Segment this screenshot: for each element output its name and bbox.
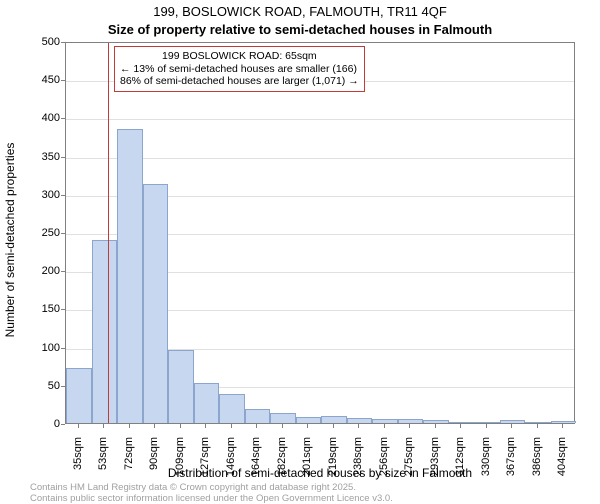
y-tick-mark (61, 271, 65, 272)
histogram-bar (117, 129, 143, 423)
grid-line (66, 119, 574, 120)
histogram-bar (347, 418, 373, 423)
histogram-bar (143, 184, 169, 423)
x-tick-label: 127sqm (199, 437, 211, 487)
x-tick-label: 293sqm (429, 437, 441, 487)
annotation-box: 199 BOSLOWICK ROAD: 65sqm ← 13% of semi-… (114, 46, 365, 92)
y-tick-label: 500 (10, 36, 60, 48)
y-tick-mark (61, 424, 65, 425)
y-tick-mark (61, 157, 65, 158)
histogram-bar (398, 419, 424, 423)
x-tick-mark (256, 424, 257, 428)
x-axis-label: Distribution of semi-detached houses by … (65, 466, 575, 480)
y-tick-mark (61, 386, 65, 387)
y-tick-label: 200 (10, 265, 60, 277)
x-tick-label: 164sqm (250, 437, 262, 487)
property-size-histogram: 199, BOSLOWICK ROAD, FALMOUTH, TR11 4QF … (0, 0, 600, 500)
x-tick-mark (358, 424, 359, 428)
x-tick-label: 35sqm (72, 437, 84, 487)
annotation-line3: 86% of semi-detached houses are larger (… (120, 75, 359, 88)
histogram-bar (321, 416, 347, 423)
histogram-bar (500, 420, 526, 423)
x-tick-mark (180, 424, 181, 428)
y-tick-label: 350 (10, 151, 60, 163)
x-tick-mark (282, 424, 283, 428)
x-tick-label: 256sqm (378, 437, 390, 487)
y-tick-label: 50 (10, 380, 60, 392)
histogram-bar (219, 394, 245, 423)
plot-area: 199 BOSLOWICK ROAD: 65sqm ← 13% of semi-… (65, 42, 575, 424)
histogram-bar (449, 422, 475, 423)
x-tick-mark (307, 424, 308, 428)
y-tick-mark (61, 118, 65, 119)
histogram-bar (168, 350, 194, 423)
x-tick-mark (333, 424, 334, 428)
y-tick-mark (61, 195, 65, 196)
x-tick-mark (537, 424, 538, 428)
histogram-bar (194, 383, 220, 423)
histogram-bar (474, 422, 500, 423)
x-tick-label: 330sqm (480, 437, 492, 487)
x-tick-mark (384, 424, 385, 428)
footer-copyright-2: Contains public sector information licen… (30, 493, 393, 504)
y-tick-label: 300 (10, 189, 60, 201)
y-tick-label: 0 (10, 418, 60, 430)
x-tick-label: 386sqm (531, 437, 543, 487)
histogram-bar (525, 422, 551, 423)
x-tick-mark (154, 424, 155, 428)
histogram-bar (551, 421, 577, 423)
y-tick-label: 400 (10, 112, 60, 124)
x-tick-mark (486, 424, 487, 428)
x-tick-label: 53sqm (97, 437, 109, 487)
x-tick-mark (231, 424, 232, 428)
x-tick-label: 219sqm (327, 437, 339, 487)
annotation-line1: 199 BOSLOWICK ROAD: 65sqm (120, 50, 359, 63)
x-tick-mark (435, 424, 436, 428)
x-tick-label: 404sqm (556, 437, 568, 487)
histogram-bar (92, 240, 118, 423)
x-tick-label: 146sqm (225, 437, 237, 487)
x-tick-mark (78, 424, 79, 428)
histogram-bar (270, 413, 296, 423)
y-tick-label: 250 (10, 227, 60, 239)
y-tick-mark (61, 348, 65, 349)
y-tick-mark (61, 42, 65, 43)
x-tick-label: 90sqm (148, 437, 160, 487)
y-tick-mark (61, 80, 65, 81)
chart-title-sub: Size of property relative to semi-detach… (0, 22, 600, 37)
x-tick-label: 238sqm (352, 437, 364, 487)
x-tick-mark (409, 424, 410, 428)
x-tick-label: 109sqm (174, 437, 186, 487)
x-tick-label: 275sqm (403, 437, 415, 487)
x-tick-mark (511, 424, 512, 428)
x-tick-mark (129, 424, 130, 428)
annotation-line2: ← 13% of semi-detached houses are smalle… (120, 63, 359, 76)
histogram-bar (245, 409, 271, 423)
x-tick-mark (460, 424, 461, 428)
histogram-bar (423, 420, 449, 423)
y-tick-label: 450 (10, 74, 60, 86)
x-tick-label: 72sqm (123, 437, 135, 487)
y-tick-label: 100 (10, 342, 60, 354)
x-tick-label: 367sqm (505, 437, 517, 487)
histogram-bar (66, 368, 92, 423)
x-tick-mark (205, 424, 206, 428)
histogram-bar (372, 419, 398, 423)
x-tick-label: 182sqm (276, 437, 288, 487)
chart-title-main: 199, BOSLOWICK ROAD, FALMOUTH, TR11 4QF (0, 4, 600, 19)
x-tick-label: 312sqm (454, 437, 466, 487)
y-tick-mark (61, 309, 65, 310)
x-tick-mark (103, 424, 104, 428)
x-tick-label: 201sqm (301, 437, 313, 487)
histogram-bar (296, 417, 322, 423)
y-tick-label: 150 (10, 303, 60, 315)
x-tick-mark (562, 424, 563, 428)
property-marker-line (108, 43, 109, 423)
y-tick-mark (61, 233, 65, 234)
